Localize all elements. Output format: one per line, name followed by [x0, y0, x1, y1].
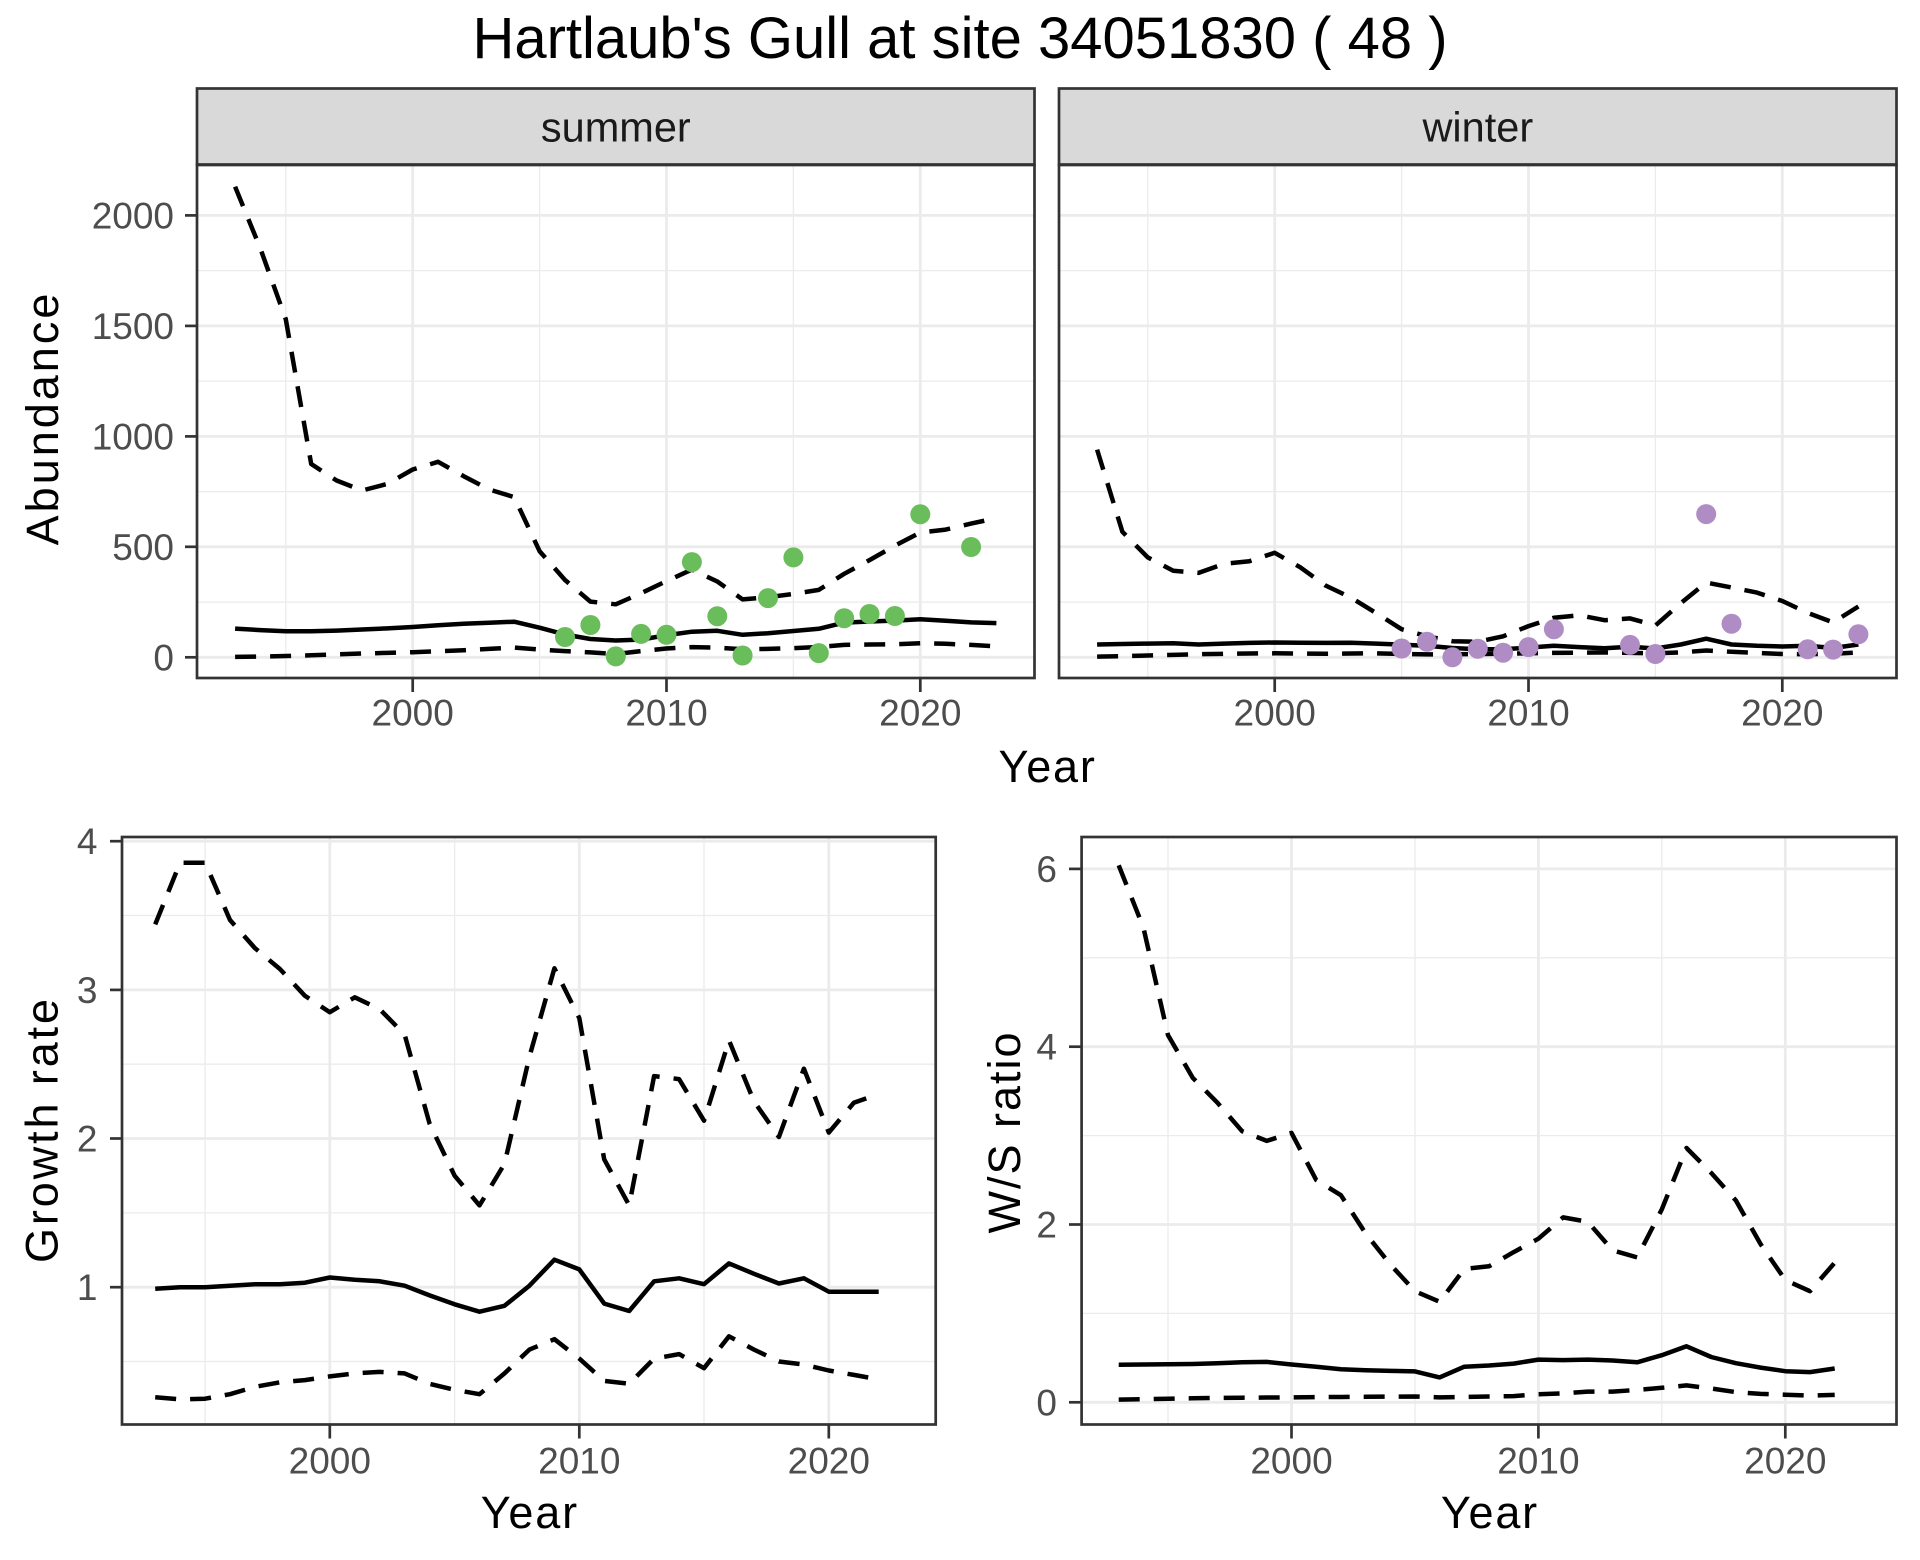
- svg-text:2010: 2010: [1497, 1441, 1579, 1482]
- svg-text:2010: 2010: [1487, 693, 1569, 734]
- svg-text:2: 2: [77, 1119, 98, 1160]
- svg-text:0: 0: [1036, 1382, 1057, 1423]
- svg-text:1: 1: [77, 1267, 98, 1308]
- svg-text:2000: 2000: [92, 195, 174, 236]
- svg-text:2020: 2020: [788, 1441, 870, 1482]
- svg-text:Abundance: Abundance: [17, 291, 68, 546]
- svg-text:1000: 1000: [92, 416, 174, 457]
- svg-text:4: 4: [77, 821, 98, 862]
- svg-text:W/S ratio: W/S ratio: [979, 1030, 1030, 1233]
- svg-text:2020: 2020: [1741, 693, 1823, 734]
- svg-text:2020: 2020: [879, 693, 961, 734]
- svg-text:Year: Year: [1441, 1487, 1539, 1538]
- svg-text:Year: Year: [999, 741, 1097, 792]
- svg-text:Hartlaub's Gull at site 340518: Hartlaub's Gull at site 34051830 ( 48 ): [472, 6, 1447, 71]
- svg-text:summer: summer: [541, 104, 691, 151]
- svg-text:2020: 2020: [1744, 1441, 1826, 1482]
- svg-text:2000: 2000: [372, 693, 454, 734]
- svg-text:2010: 2010: [625, 693, 707, 734]
- svg-text:4: 4: [1036, 1027, 1057, 1068]
- svg-text:1500: 1500: [92, 306, 174, 347]
- svg-text:3: 3: [77, 970, 98, 1011]
- svg-text:winter: winter: [1421, 104, 1533, 151]
- svg-text:2: 2: [1036, 1205, 1057, 1246]
- svg-text:2000: 2000: [289, 1441, 371, 1482]
- svg-text:2010: 2010: [538, 1441, 620, 1482]
- svg-text:2000: 2000: [1234, 693, 1316, 734]
- svg-text:2000: 2000: [1250, 1441, 1332, 1482]
- svg-text:Growth rate: Growth rate: [17, 996, 68, 1263]
- svg-text:Year: Year: [481, 1487, 579, 1538]
- svg-text:0: 0: [153, 637, 174, 678]
- svg-text:6: 6: [1036, 849, 1057, 890]
- svg-text:500: 500: [112, 527, 174, 568]
